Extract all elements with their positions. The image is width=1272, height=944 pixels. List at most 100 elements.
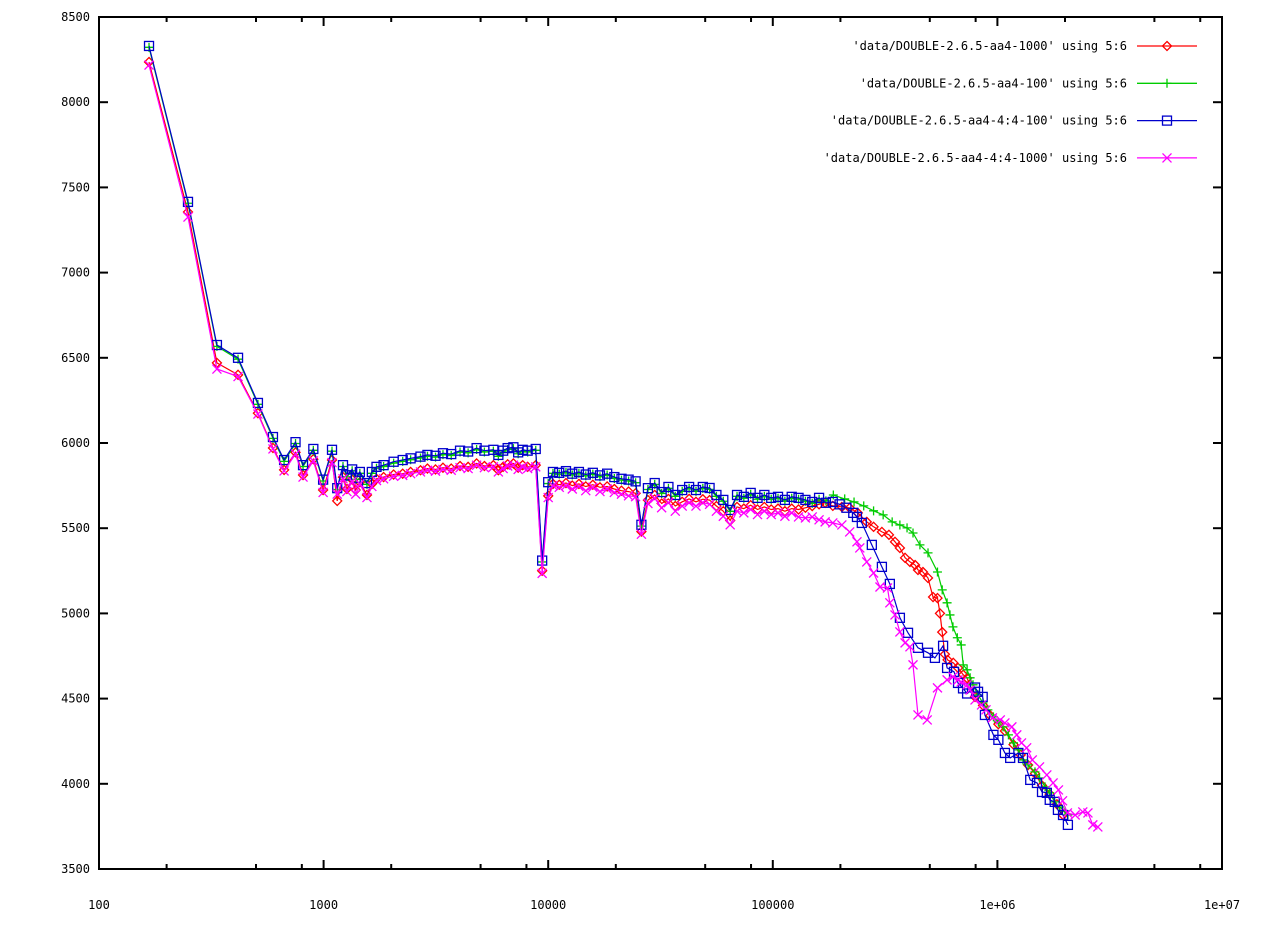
square-marker: [834, 499, 845, 510]
cross-marker: [718, 511, 729, 522]
series-line: [148, 61, 1064, 816]
plus-marker: [945, 610, 955, 620]
cross-marker: [347, 476, 358, 487]
cross-marker: [587, 482, 598, 493]
cross-marker: [663, 497, 674, 508]
cross-marker: [900, 637, 911, 648]
cross-marker: [786, 507, 797, 518]
plus-marker: [1003, 730, 1013, 740]
cross-marker: [745, 504, 756, 515]
diamond-marker: [992, 718, 1004, 730]
square-marker: [601, 468, 613, 479]
square-marker: [543, 477, 554, 488]
diamond-marker: [912, 564, 924, 576]
diamond-marker: [331, 495, 343, 507]
x-tick-label: 1e+06: [979, 898, 1015, 912]
square-marker: [636, 519, 647, 530]
series-3: [143, 40, 1074, 831]
diamond-marker: [934, 607, 946, 619]
diamond-marker: [942, 654, 953, 666]
cross-marker: [298, 472, 309, 483]
diamond-marker: [868, 521, 879, 533]
legend-label: 'data/DOUBLE-2.6.5-aa4-4:4-1000' using 5…: [824, 151, 1127, 165]
square-marker: [876, 561, 888, 573]
cross-marker: [580, 485, 591, 496]
cross-marker: [999, 718, 1010, 728]
x-tick-label: 1e+07: [1204, 898, 1240, 912]
legend: 'data/DOUBLE-2.6.5-aa4-1000' using 5:6 'd…: [824, 39, 1197, 165]
cross-marker: [567, 484, 578, 494]
cross-marker: [1162, 152, 1172, 163]
cross-marker: [725, 519, 736, 530]
plus-marker: [923, 548, 933, 558]
cross-marker: [308, 455, 319, 466]
cross-marker: [1092, 821, 1103, 832]
diamond-marker: [616, 485, 627, 497]
square-marker: [912, 642, 924, 653]
diamond-marker: [883, 529, 895, 541]
square-marker: [530, 443, 541, 455]
cross-marker: [861, 556, 872, 567]
square-marker: [793, 492, 804, 504]
y-axis-ticks: 3500 4000 4500 5000 5500 6000 6500 7000 7500 8000…: [61, 10, 1222, 876]
diamond-marker: [917, 566, 929, 578]
square-marker: [290, 436, 301, 448]
legend-label: 'data/DOUBLE-2.6.5-aa4-4:4-100' using 5:…: [831, 114, 1127, 128]
diamond-marker: [573, 478, 585, 490]
cross-marker: [890, 609, 900, 620]
square-marker: [623, 474, 634, 485]
cross-marker: [438, 464, 448, 475]
x-axis-ticks: 100 1000 10000 100000 1e+06 1e+07: [88, 17, 1240, 912]
square-marker: [697, 481, 708, 493]
diamond-marker: [608, 483, 620, 495]
cross-marker: [932, 682, 943, 693]
square-marker: [361, 477, 373, 489]
cross-marker: [1041, 769, 1052, 780]
square-marker: [1161, 115, 1173, 126]
plus-marker: [942, 598, 952, 608]
cross-marker: [350, 489, 361, 500]
cross-marker: [471, 460, 482, 471]
cross-marker: [894, 627, 905, 637]
cross-marker: [630, 491, 641, 502]
square-marker: [800, 494, 811, 506]
cross-marker: [144, 60, 154, 71]
cross-marker: [1057, 795, 1068, 806]
square-marker: [252, 397, 264, 409]
cross-marker: [947, 671, 958, 682]
cross-marker: [670, 506, 681, 517]
square-marker: [704, 482, 715, 494]
cross-marker: [493, 467, 504, 477]
cross-marker: [1048, 777, 1059, 788]
square-marker: [677, 484, 688, 496]
y-tick-label: 4500: [61, 692, 90, 706]
cross-marker: [1021, 742, 1032, 753]
square-marker: [580, 469, 591, 480]
cross-marker: [338, 473, 348, 484]
square-marker: [397, 454, 408, 466]
cross-marker: [1087, 819, 1098, 830]
y-tick-label: 5500: [61, 521, 90, 535]
cross-marker: [594, 486, 605, 497]
square-marker: [1062, 819, 1074, 831]
square-marker: [232, 352, 244, 363]
square-marker: [1025, 774, 1036, 786]
square-marker: [1057, 809, 1069, 821]
cross-marker: [1053, 784, 1064, 795]
square-marker: [594, 470, 606, 481]
diamond-marker: [922, 572, 934, 584]
cross-marker: [852, 536, 862, 547]
plus-marker: [878, 510, 888, 520]
cross-marker: [1011, 729, 1022, 740]
cross-marker: [267, 444, 278, 454]
cross-marker: [455, 462, 465, 473]
square-marker: [471, 442, 482, 454]
cross-marker: [697, 497, 708, 508]
cross-marker: [656, 502, 667, 513]
y-tick-label: 6000: [61, 436, 90, 450]
cross-marker: [636, 529, 647, 540]
square-marker: [616, 473, 627, 484]
diamond-marker: [1161, 40, 1173, 52]
cross-marker: [854, 543, 865, 553]
plus-marker: [948, 622, 958, 632]
